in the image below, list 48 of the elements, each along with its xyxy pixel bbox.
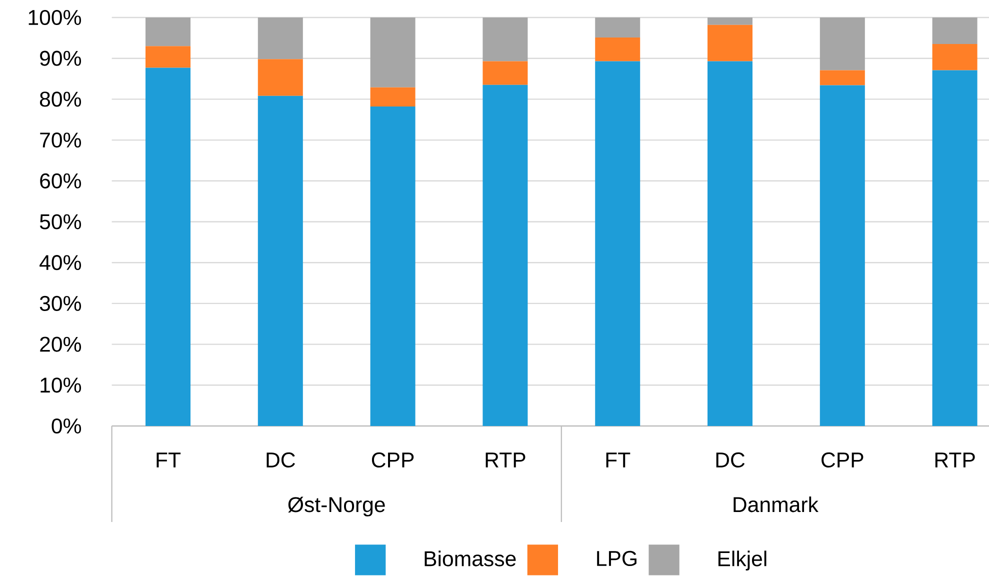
bar (482, 84, 528, 426)
x-tick-label: FT (606, 452, 630, 468)
bar (146, 17, 191, 46)
bar (146, 46, 191, 68)
y-tick-label: 90% (40, 50, 81, 66)
bar (820, 85, 865, 426)
bar (370, 106, 416, 426)
bar (932, 44, 978, 70)
bar (820, 70, 865, 86)
x-tick-label: FT (156, 452, 181, 468)
bar (370, 17, 416, 88)
y-tick-label: 30% (40, 296, 81, 311)
bar (708, 61, 753, 426)
y-tick-label: 100% (28, 10, 81, 26)
x-tick-label: RTP (935, 452, 975, 468)
legend-label: Biomasse (424, 550, 516, 566)
y-tick-label: 70% (40, 132, 81, 148)
legend-label: Elkjel (718, 550, 766, 571)
text: Danmark (734, 496, 818, 512)
x-tick-label: DC (266, 452, 295, 468)
y-tick-label: 20% (40, 336, 81, 352)
bar (146, 68, 191, 426)
bar (370, 87, 416, 107)
bar (595, 61, 640, 426)
text: Øst-Norge (288, 496, 385, 516)
x-tick-label: RTP (486, 452, 526, 468)
bar (258, 17, 303, 60)
bar (258, 96, 303, 426)
bar (595, 17, 640, 38)
bar (482, 61, 528, 85)
y-tick-label: 50% (40, 214, 81, 230)
y-tick-label: 0% (52, 418, 82, 434)
bar (932, 70, 978, 426)
bar (482, 17, 528, 62)
bar (820, 17, 865, 70)
y-tick-label: 60% (40, 173, 81, 188)
bar (708, 17, 753, 25)
bar (595, 38, 640, 62)
x-tick-label: CPP (822, 452, 864, 468)
bar (932, 17, 978, 44)
x-tick-label: DC (716, 452, 745, 468)
y-tick-label: 80% (40, 92, 81, 107)
legend-label: LPG (597, 550, 636, 566)
bar (258, 59, 303, 96)
x-tick-label: CPP (372, 452, 414, 468)
y-tick-label: 10% (40, 378, 81, 393)
y-tick-label: 40% (40, 255, 81, 270)
bar (708, 24, 753, 62)
